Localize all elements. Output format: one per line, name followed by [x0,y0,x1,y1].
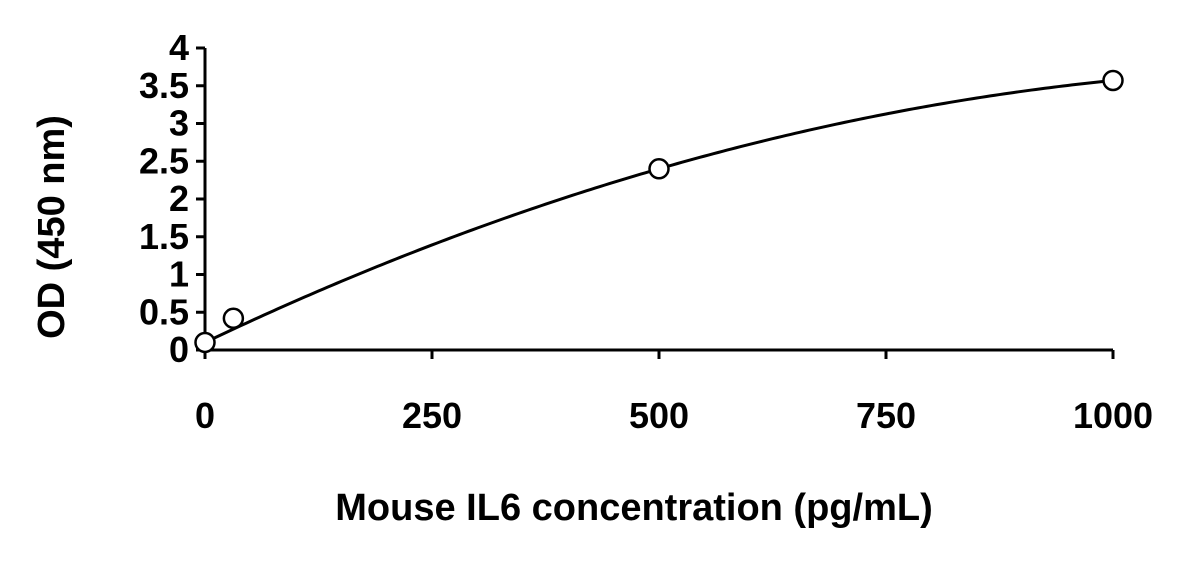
data-point [194,331,216,354]
data-points [194,69,1124,354]
x-tick-label: 500 [629,395,689,436]
y-tick-label: 0 [169,329,189,370]
x-axis-ticks: 0 250 500 750 1000 [195,350,1153,436]
x-tick-label: 0 [195,395,215,436]
y-axis-ticks: 00.511.522.533.54 [139,27,205,370]
x-tick-label: 250 [402,395,462,436]
y-axis-title: OD (450 nm) [31,115,73,339]
x-axis-title: Mouse IL6 concentration (pg/mL) [335,487,932,529]
y-tick-label: 0.5 [139,291,189,332]
fit-curve [204,78,1114,344]
y-tick-label: 2.5 [139,140,189,181]
data-point [648,158,670,180]
y-tick-label: 3.5 [139,65,189,106]
y-tick-label: 3 [169,103,189,144]
y-tick-label: 4 [169,27,189,68]
data-point [222,307,245,330]
x-tick-label: 1000 [1073,395,1153,436]
x-tick-label: 750 [856,395,916,436]
data-point [1102,69,1124,92]
y-tick-label: 2 [169,178,189,219]
y-tick-label: 1 [169,254,189,295]
y-tick-label: 1.5 [139,216,189,257]
